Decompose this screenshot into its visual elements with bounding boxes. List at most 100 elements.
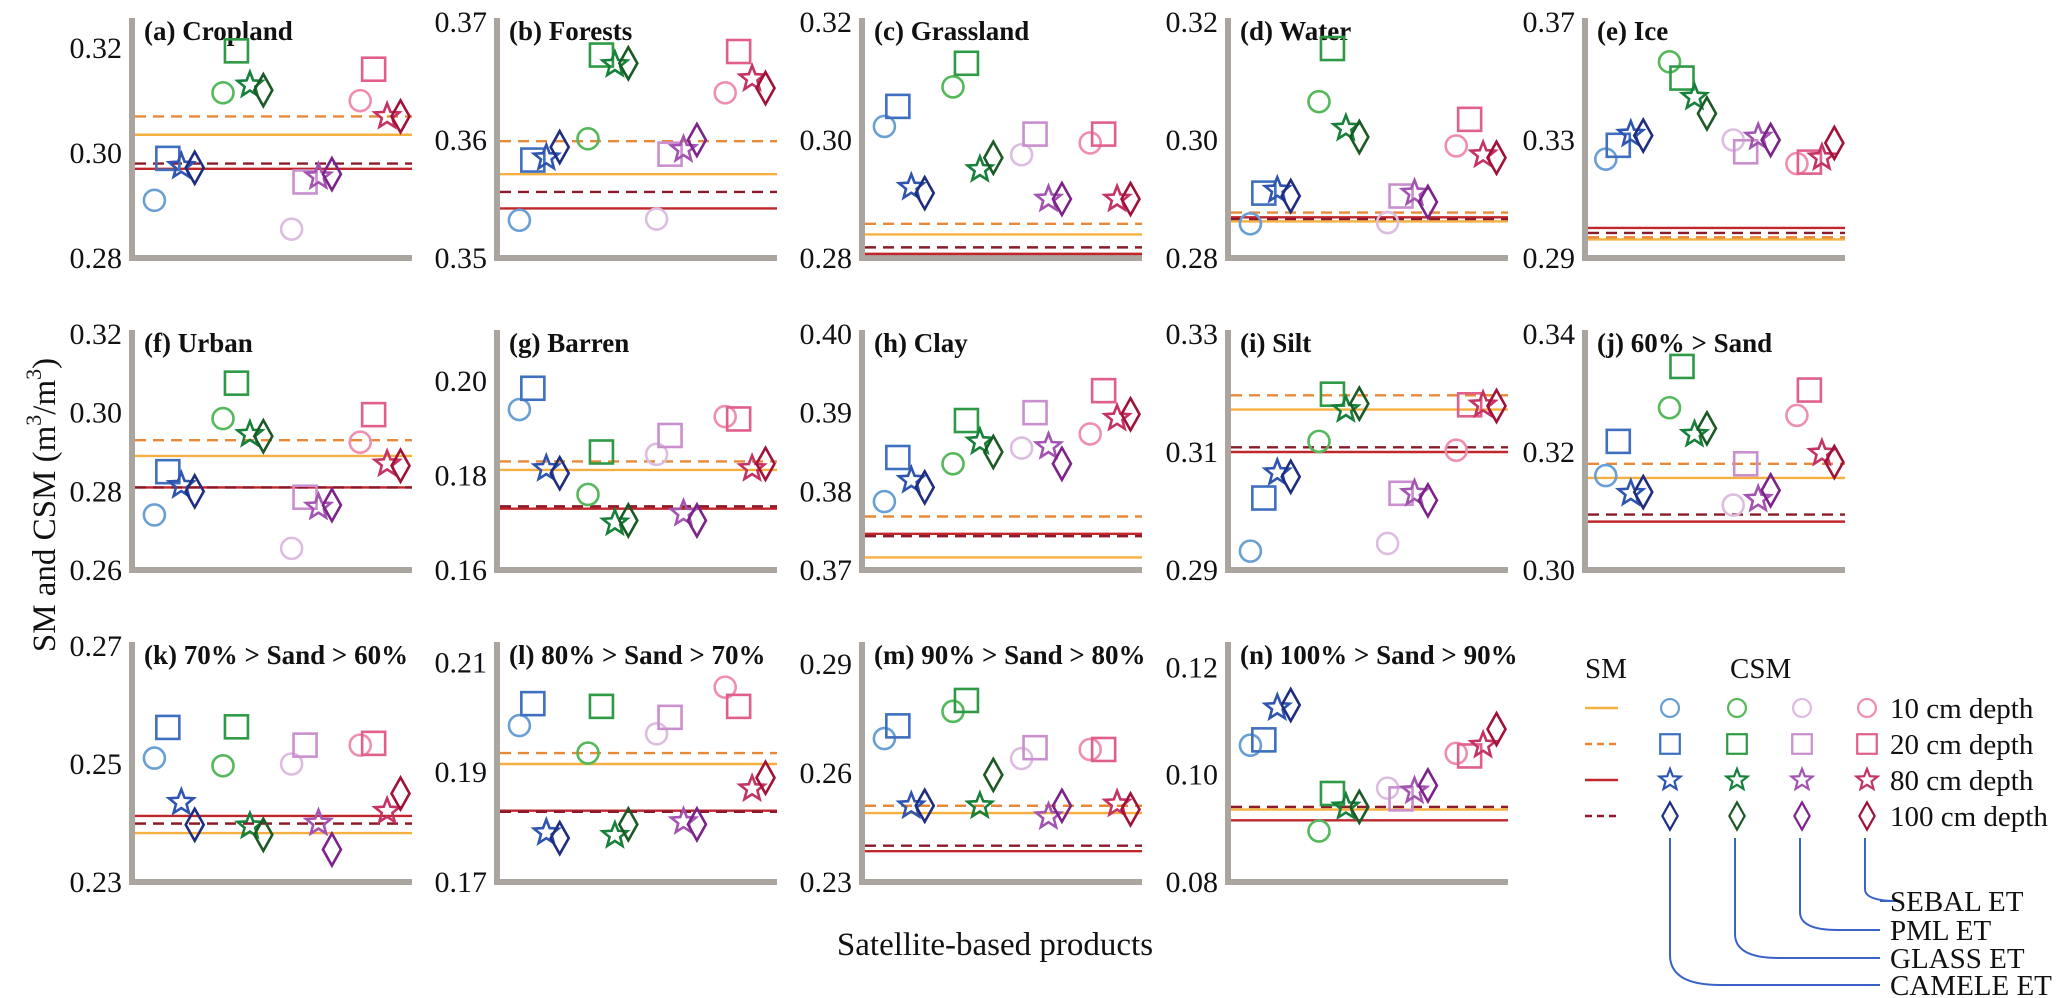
csm-marker [941,75,965,99]
csm-marker [1614,476,1647,507]
panel-title: (b) Forests [509,16,632,46]
csm-marker [1605,428,1632,455]
y-tick-label: 0.32 [70,318,123,351]
panel-title: (i) Silt [1240,328,1311,358]
csm-marker [1251,180,1277,206]
csm-marker [371,794,403,825]
csm-marker [1486,139,1508,177]
legend-marker [1723,765,1751,792]
csm-marker [657,422,683,449]
csm-marker [725,406,752,432]
panel-title: (e) Ice [1597,16,1668,46]
csm-marker [1669,353,1695,380]
csm-marker [964,152,996,183]
y-axis-label-main: SM and CSM (m [27,425,63,652]
csm-marker [302,806,335,837]
csm-marker [1238,733,1263,758]
csm-marker [964,789,996,820]
csm-marker [165,149,197,180]
csm-marker [1238,539,1263,563]
csm-marker [1823,124,1845,162]
panel-title: (a) Cropland [144,16,293,46]
csm-marker [279,752,304,776]
csm-marker [1238,211,1263,236]
csm-marker [155,458,181,485]
csm-marker [617,805,639,844]
legend-marker [1656,765,1684,792]
y-tick-label: 0.31 [1166,436,1219,469]
csm-marker [644,207,669,231]
csm-marker [520,147,546,173]
csm-marker [549,819,571,857]
csm-marker [1022,121,1048,147]
legend-marker [1661,800,1679,832]
csm-marker [1120,180,1142,218]
y-tick-label: 0.20 [435,365,488,398]
csm-marker [872,489,897,514]
legend-sm-header: SM [1585,653,1627,685]
csm-marker [302,160,335,191]
csm-marker [872,114,897,139]
panel-title: (h) Clay [874,328,968,358]
legend-marker [1659,697,1681,719]
csm-marker [520,375,546,402]
csm-marker [1417,183,1439,221]
legend-depth-label: 80 cm depth [1890,765,2034,797]
csm-marker [1456,391,1483,418]
panel-title: (f) Urban [144,328,253,358]
y-axis-label-sup: 3 [21,369,46,380]
panel-title: (j) 60% > Sand [1597,328,1772,358]
legend-product-label: SEBAL ET [1890,886,2024,918]
csm-marker [549,454,571,492]
csm-marker [1398,176,1431,207]
csm-marker [617,44,639,82]
csm-marker [1330,392,1362,423]
y-tick-label: 0.19 [435,756,488,789]
y-tick-label: 0.30 [1523,554,1576,587]
y-tick-label: 0.38 [800,475,853,508]
y-tick-label: 0.33 [1166,318,1219,351]
y-tick-label: 0.36 [435,124,488,157]
y-axis-label-sup: 3 [21,415,46,426]
csm-marker [507,208,532,233]
csm-marker [1696,94,1718,133]
csm-marker [1732,450,1759,477]
y-tick-label: 0.32 [1523,436,1576,469]
csm-marker [667,132,700,163]
legend-depth-label: 100 cm depth [1890,801,2048,833]
csm-marker [1051,180,1073,218]
csm-marker [982,433,1004,471]
csm-marker [211,81,235,105]
csm-marker [982,756,1004,794]
csm-marker [644,442,669,467]
csm-marker [725,38,752,65]
csm-marker [1078,737,1102,762]
csm-marker [1444,741,1468,766]
panel: 0.28 0.30 0.32 (d) Water [1166,6,1508,275]
y-tick-label: 0.12 [1166,651,1219,684]
csm-marker [1330,790,1362,821]
y-tick-label: 0.40 [800,318,853,351]
csm-marker [292,169,318,195]
csm-marker [1307,89,1331,114]
legend-depth-label: 20 cm depth [1890,729,2034,761]
csm-marker [1467,728,1499,759]
csm-marker [1348,384,1370,423]
panel: 0.23 0.25 0.27 (k) 70% > Sand > 60% [70,630,412,899]
y-tick-label: 0.32 [70,32,123,65]
csm-marker [576,127,600,151]
csm-marker [390,97,412,136]
csm-marker [1614,117,1647,148]
panel: 0.29 0.33 0.37 (e) Ice [1523,6,1845,275]
y-tick-label: 0.10 [1166,759,1219,792]
csm-marker [1022,734,1048,761]
csm-marker [1051,445,1073,483]
y-tick-label: 0.32 [800,6,853,39]
csm-marker [914,468,936,507]
csm-marker [1444,438,1468,463]
y-tick-label: 0.35 [435,242,488,275]
csm-marker [736,451,768,482]
csm-marker [1032,182,1065,213]
csm-marker [1456,743,1483,769]
